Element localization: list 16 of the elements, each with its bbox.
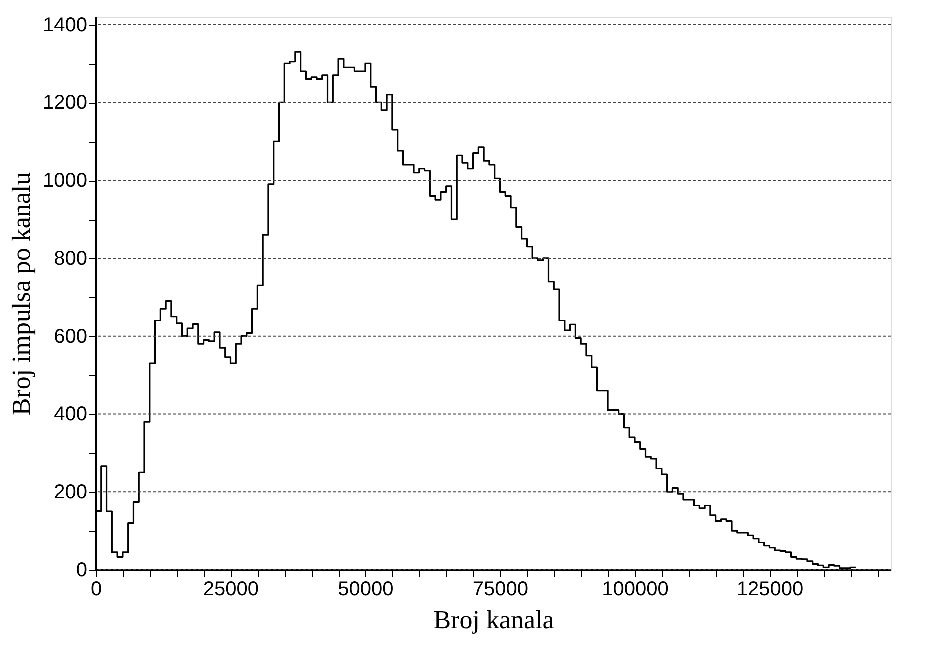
y-tick-label: 1000: [43, 170, 88, 192]
x-axis-title: Broj kanala: [434, 606, 555, 634]
y-tick-label: 600: [54, 326, 88, 348]
x-tick-label: 75000: [472, 578, 529, 600]
y-tick-label: 400: [54, 404, 88, 426]
y-tick-label: 200: [54, 482, 88, 504]
x-tick-label: 50000: [338, 578, 394, 600]
y-tick-label: 0: [76, 560, 88, 582]
x-tick-label: 25000: [203, 578, 260, 600]
x-tick-label: 100000: [602, 578, 669, 600]
y-axis-title: Broj impulsa po kanalu: [7, 172, 36, 416]
x-tick-label: 125000: [736, 578, 804, 600]
y-tick-label: 800: [54, 248, 88, 270]
y-tick-label: 1400: [43, 14, 88, 36]
y-tick-label: 1200: [43, 92, 88, 114]
x-tick-label: 0: [90, 578, 102, 600]
